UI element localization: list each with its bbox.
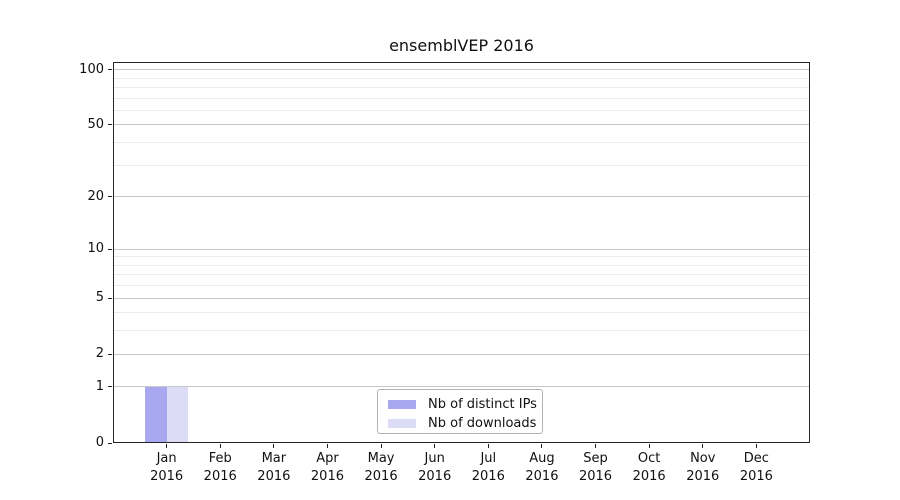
x-tick-label: Mar 2016 xyxy=(242,450,306,486)
x-tick-mark xyxy=(326,444,328,448)
x-tick-mark xyxy=(166,444,168,448)
gridline-minor xyxy=(113,312,810,314)
x-tick-year: 2016 xyxy=(632,469,666,484)
bar-downloads-jan xyxy=(166,386,189,443)
gridline-major xyxy=(113,124,810,126)
x-tick-year: 2016 xyxy=(471,469,505,484)
x-tick-year: 2016 xyxy=(150,469,184,484)
gridline-minor xyxy=(113,274,810,276)
x-tick-label: Jul 2016 xyxy=(456,450,520,486)
x-tick-month: Nov xyxy=(690,451,716,466)
x-tick-year: 2016 xyxy=(364,469,398,484)
x-tick-month: Jun xyxy=(424,451,445,466)
gridline-minor xyxy=(113,77,810,79)
x-tick-mark xyxy=(755,444,757,448)
y-tick-mark xyxy=(108,353,112,355)
x-tick-label: Apr 2016 xyxy=(295,450,359,486)
y-tick-label: 100 xyxy=(79,61,104,77)
y-tick-label: 20 xyxy=(87,188,104,204)
gridline-minor xyxy=(113,264,810,266)
y-tick-label: 5 xyxy=(95,290,104,306)
x-tick-label: Oct 2016 xyxy=(617,450,681,486)
y-tick-label: 50 xyxy=(87,116,104,132)
x-tick-year: 2016 xyxy=(257,469,291,484)
y-tick-label: 10 xyxy=(87,241,104,256)
x-tick-label: Jun 2016 xyxy=(403,450,467,486)
gridline-major xyxy=(113,196,810,198)
y-tick-mark xyxy=(108,442,112,444)
gridline-major xyxy=(113,69,810,71)
y-tick-mark xyxy=(108,248,112,250)
gridline-minor xyxy=(113,164,810,166)
x-tick-month: Aug xyxy=(529,451,555,466)
x-tick-label: Sep 2016 xyxy=(564,450,628,486)
legend-label: Nb of downloads xyxy=(428,416,537,431)
legend-item: Nb of downloads xyxy=(388,415,536,432)
legend-label: Nb of distinct IPs xyxy=(428,397,537,412)
gridline-minor xyxy=(113,330,810,332)
x-tick-label: Aug 2016 xyxy=(510,450,574,486)
x-tick-year: 2016 xyxy=(578,469,613,484)
x-tick-label: Dec 2016 xyxy=(724,450,788,486)
x-tick-month: May xyxy=(367,451,395,466)
gridline-minor xyxy=(113,86,810,88)
x-tick-mark xyxy=(434,444,436,448)
y-tick-mark xyxy=(108,297,112,299)
x-tick-mark xyxy=(487,444,489,448)
x-tick-year: 2016 xyxy=(203,469,237,484)
x-tick-label: Feb 2016 xyxy=(188,450,252,486)
legend-swatch-downloads xyxy=(388,419,416,428)
gridline-minor xyxy=(113,142,810,144)
gridline-minor xyxy=(113,109,810,111)
x-tick-mark xyxy=(541,444,543,448)
y-tick-label: 2 xyxy=(95,346,104,362)
bar-distinct-ips-jan xyxy=(145,386,167,443)
y-tick-mark xyxy=(108,69,112,71)
x-tick-mark xyxy=(648,444,650,448)
x-tick-mark xyxy=(702,444,704,448)
y-tick-label: 1 xyxy=(95,378,104,394)
x-tick-mark xyxy=(219,444,221,448)
legend-item: Nb of distinct IPs xyxy=(388,396,537,413)
gridline-minor xyxy=(113,256,810,258)
gridline-major xyxy=(113,248,810,250)
gridline-minor xyxy=(113,285,810,287)
x-tick-mark xyxy=(380,444,382,448)
x-tick-month: Mar xyxy=(261,451,287,466)
y-tick-mark xyxy=(108,196,112,198)
y-tick-mark xyxy=(108,124,112,126)
x-tick-mark xyxy=(273,444,275,448)
x-tick-year: 2016 xyxy=(310,469,344,484)
gridline-minor xyxy=(113,97,810,99)
plot-area-frame xyxy=(113,62,810,443)
x-tick-month: Jul xyxy=(480,451,497,466)
x-tick-label: May 2016 xyxy=(349,450,413,486)
x-tick-month: Sep xyxy=(583,451,608,466)
x-tick-month: Feb xyxy=(208,451,232,466)
x-tick-month: Oct xyxy=(637,451,661,466)
y-tick-label: 0 xyxy=(95,435,104,450)
x-tick-year: 2016 xyxy=(739,469,773,484)
gridline-major xyxy=(113,353,810,355)
x-tick-label: Nov 2016 xyxy=(671,450,735,486)
x-tick-mark xyxy=(595,444,597,448)
x-tick-month: Dec xyxy=(743,451,769,466)
x-tick-month: Apr xyxy=(316,451,339,466)
chart-title: ensemblVEP 2016 xyxy=(389,36,534,55)
x-tick-year: 2016 xyxy=(686,469,720,484)
legend: Nb of distinct IPs Nb of downloads xyxy=(377,389,543,434)
x-tick-year: 2016 xyxy=(418,469,452,484)
x-tick-month: Jan xyxy=(156,451,177,466)
legend-swatch-distinct-ips xyxy=(388,400,416,409)
y-tick-mark xyxy=(108,386,112,388)
gridline-major xyxy=(113,386,810,388)
gridline-major xyxy=(113,297,810,299)
x-tick-year: 2016 xyxy=(525,469,559,484)
x-tick-label: Jan 2016 xyxy=(135,450,199,486)
